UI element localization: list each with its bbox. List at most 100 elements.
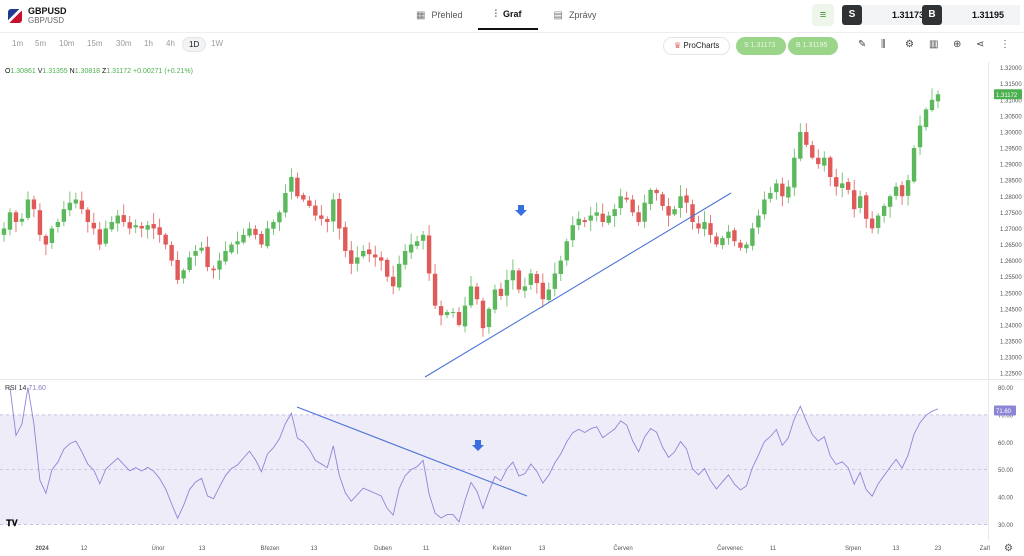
candle-body [630, 199, 635, 213]
candle-body [37, 210, 43, 235]
candle-body [905, 180, 911, 196]
candle-body [768, 193, 773, 199]
overview-icon: ▦ [416, 9, 426, 21]
price-tick-label: 1.25500 [1000, 275, 1022, 281]
menu-icon[interactable]: ≡ [812, 4, 834, 26]
tf-30m[interactable]: 30m [116, 39, 132, 48]
buy-pill[interactable]: B 1.31195 [788, 37, 838, 55]
axis-settings-icon[interactable]: ⚙ [1004, 543, 1013, 554]
tf-1d[interactable]: 1D [182, 37, 207, 52]
candle-body [109, 222, 114, 230]
candle-body [750, 228, 755, 246]
tab-chart[interactable]: ⫶ Graf [478, 0, 538, 30]
candle-body [840, 183, 845, 188]
tf-1w[interactable]: 1W [211, 39, 223, 48]
sell-pill[interactable]: S 1.31173 [736, 37, 786, 55]
tab-news[interactable]: ▤ Zprávy [538, 0, 613, 30]
candle-body [49, 228, 55, 244]
rsi-tick-label: 50.00 [998, 468, 1014, 474]
candle-body [774, 183, 779, 193]
candle-body [175, 260, 180, 280]
x-tick-label: 13 [893, 546, 900, 552]
candle-body [193, 250, 198, 256]
candle-body [247, 228, 252, 236]
add-icon[interactable]: ⊕ [953, 39, 962, 50]
price-tick-label: 1.26000 [1000, 259, 1022, 265]
candle-body [828, 157, 833, 177]
candle-body [678, 196, 683, 209]
candle-body [534, 274, 540, 284]
candle-body [43, 235, 49, 245]
candle-body [241, 234, 246, 243]
price-tick-label: 1.22500 [1000, 372, 1022, 378]
candle-body [834, 177, 839, 187]
candle-body [851, 190, 857, 210]
candle-body [792, 157, 797, 188]
tf-5m[interactable]: 5m [35, 39, 47, 48]
rsi-tick-label: 80.00 [998, 386, 1014, 392]
candle-body [187, 257, 192, 270]
tf-1h[interactable]: 1h [144, 39, 153, 48]
x-tick-label: Duben [374, 546, 392, 552]
change-value: +0.00271 (+0.21%) [133, 68, 193, 75]
candle-body [343, 227, 348, 251]
price-tick-label: 1.32000 [1000, 66, 1022, 72]
x-tick-label: 23 [935, 546, 942, 552]
crown-icon: ♛ [674, 41, 682, 50]
price-tick-label: 1.27500 [1000, 211, 1022, 217]
buy-button[interactable]: B 1.31195 [922, 4, 1020, 26]
rsi-tick-label: 30.00 [998, 523, 1014, 529]
price-tick-label: 1.24000 [1000, 323, 1022, 329]
draw-icon[interactable]: ✎ [858, 39, 867, 50]
sell-letter: S [842, 5, 862, 25]
high-value: 1.31355 [42, 68, 68, 75]
flag-icon [8, 9, 22, 23]
candle-body [432, 273, 438, 306]
candle-body [672, 209, 677, 215]
sell-button[interactable]: S 1.31173 [842, 4, 924, 26]
procharts-button[interactable]: ♛ ProCharts [663, 37, 731, 55]
last-price-tag [994, 89, 1022, 100]
candle-body [714, 236, 719, 245]
candle-body [648, 189, 653, 205]
candle-body [217, 260, 222, 270]
open-value: 1.30861 [10, 68, 36, 75]
chart-type-icon[interactable]: ▥ [929, 39, 939, 50]
candle-body [199, 247, 204, 251]
candle-body [361, 250, 366, 257]
tf-15m[interactable]: 15m [87, 39, 103, 48]
candle-body [917, 125, 923, 148]
settings-icon[interactable]: ⚙ [905, 39, 914, 50]
tradingview-logo-icon[interactable]: 𝐓𝐕 [6, 518, 18, 528]
candle-body [929, 99, 935, 111]
candle-body [414, 241, 420, 247]
candle-body [875, 215, 881, 229]
symbol-name: GBPUSD [28, 6, 67, 16]
candle-body [594, 212, 599, 216]
price-tick-label: 1.25000 [1000, 291, 1022, 297]
candle-body [426, 235, 432, 274]
candle-body [881, 205, 887, 216]
price-tick-label: 1.27000 [1000, 227, 1022, 233]
more-icon[interactable]: ⋮ [1000, 39, 1010, 50]
candle-body [899, 185, 905, 197]
candle-body [893, 186, 899, 196]
symbol-header[interactable]: GBPUSD GBP/USD [8, 6, 67, 26]
tf-10m[interactable]: 10m [59, 39, 75, 48]
candle-body [522, 286, 528, 291]
candle-body [390, 276, 396, 287]
rsi-last-tag [994, 405, 1016, 416]
share-icon[interactable]: ⋖ [976, 39, 985, 50]
price-axis-border [988, 62, 989, 540]
candle-body [444, 312, 450, 316]
tab-overview[interactable]: ▦ Přehled [400, 0, 478, 30]
tf-1m[interactable]: 1m [12, 39, 24, 48]
candle-body [869, 218, 875, 229]
tf-4h[interactable]: 4h [166, 39, 175, 48]
candle-body [588, 215, 593, 221]
candle-body [738, 242, 743, 248]
indicators-icon[interactable]: ⫼ [881, 39, 886, 50]
candle-body [887, 196, 893, 207]
x-tick-label: 13 [311, 546, 318, 552]
